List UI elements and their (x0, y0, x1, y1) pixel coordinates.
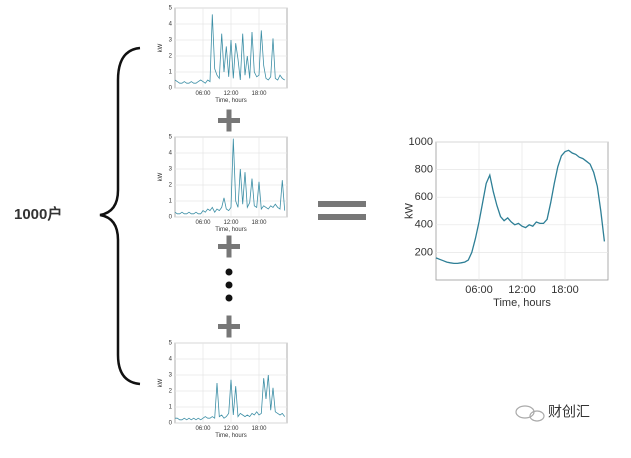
data-line (174, 138, 286, 215)
x-tick-label: 06:00 (195, 91, 211, 97)
y-tick-label: 1 (169, 199, 173, 205)
y-tick-label: 3 (169, 38, 173, 44)
y-tick-label: 1 (169, 405, 173, 411)
x-tick-label: 12:00 (223, 91, 239, 97)
y-tick-label: 800 (415, 164, 433, 176)
y-tick-label: 1 (169, 70, 173, 76)
equals-sign (318, 201, 366, 220)
y-tick-label: 400 (415, 219, 433, 231)
y-tick-label: 1000 (409, 136, 433, 148)
x-tick-label: 12:00 (223, 220, 239, 226)
household-count: 1000户 (14, 205, 62, 223)
data-line (175, 374, 286, 421)
x-tick-label: 06:00 (195, 426, 211, 432)
y-tick-label: 4 (169, 357, 173, 363)
y-tick-label: 5 (169, 6, 173, 12)
x-tick-label: 06:00 (195, 220, 211, 226)
x-axis-label: Time, hours (215, 433, 246, 439)
x-tick-label: 12:00 (508, 284, 536, 296)
ellipsis-dots (225, 268, 233, 302)
y-tick-label: 0 (169, 86, 173, 92)
y-tick-label: 3 (169, 167, 173, 173)
y-tick-label: 2 (169, 54, 173, 60)
data-line (435, 149, 606, 265)
x-tick-label: 12:00 (223, 426, 239, 432)
y-tick-label: 4 (169, 151, 173, 157)
x-axis-label: Time, hours (493, 297, 551, 309)
y-tick-label: 600 (415, 191, 433, 203)
y-tick-label: 2 (169, 183, 173, 189)
data-line (174, 14, 285, 84)
x-tick-label: 06:00 (465, 284, 493, 296)
plus-signs (218, 109, 240, 338)
y-tick-label: 5 (169, 341, 173, 347)
y-tick-label: 0 (169, 421, 173, 427)
x-tick-label: 18:00 (251, 426, 267, 432)
y-tick-label: 4 (169, 22, 173, 28)
brace (99, 46, 141, 386)
y-axis-label: kW (404, 202, 416, 219)
y-axis-label: kW (158, 378, 164, 387)
y-tick-label: 2 (169, 389, 173, 395)
y-tick-label: 0 (169, 215, 173, 221)
x-tick-label: 18:00 (251, 91, 267, 97)
x-tick-label: 18:00 (551, 284, 579, 296)
y-tick-label: 5 (169, 135, 173, 141)
y-tick-label: 3 (169, 373, 173, 379)
watermark: 财创汇 (548, 404, 590, 420)
watermark-icon (515, 405, 545, 422)
y-tick-label: 200 (415, 246, 433, 258)
y-axis-label: kW (158, 43, 164, 52)
y-axis-label: kW (158, 172, 164, 181)
x-axis-label: Time, hours (215, 227, 246, 233)
x-axis-label: Time, hours (215, 98, 246, 104)
x-tick-label: 18:00 (251, 220, 267, 226)
